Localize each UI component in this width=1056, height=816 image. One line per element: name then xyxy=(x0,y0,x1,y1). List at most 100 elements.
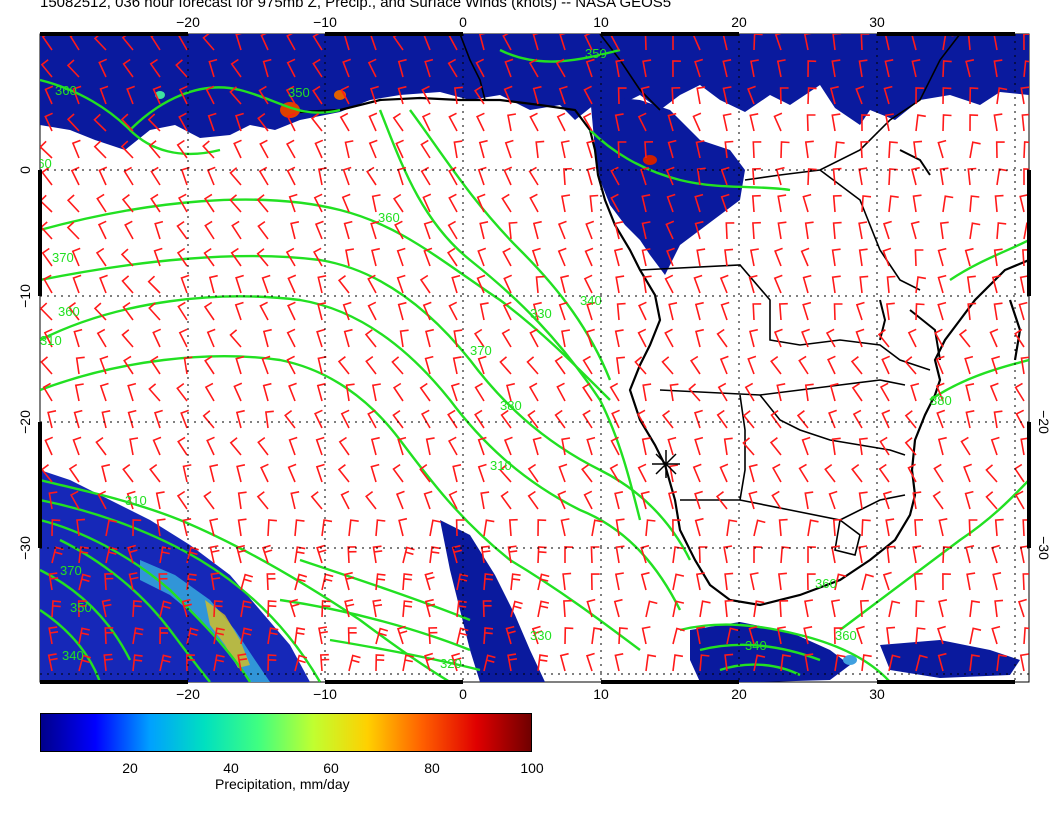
wind-barb xyxy=(642,59,652,78)
wind-barb xyxy=(473,85,485,105)
wind-barb xyxy=(855,625,865,645)
wind-barb xyxy=(609,382,620,402)
wind-barb xyxy=(774,247,783,267)
wind-barb xyxy=(804,221,814,240)
wind-barb xyxy=(479,221,489,240)
wind-barb xyxy=(692,112,702,132)
wind-barb xyxy=(500,409,512,429)
wind-barb xyxy=(337,464,350,483)
wind-barb xyxy=(312,85,323,105)
wind-barb xyxy=(850,356,863,375)
wind-barb xyxy=(392,34,404,51)
wind-barb xyxy=(159,600,172,618)
wind-barb xyxy=(257,436,269,456)
wind-barb xyxy=(584,247,594,267)
wind-barb xyxy=(993,113,1003,132)
wind-barb xyxy=(1018,301,1028,321)
wind-barb xyxy=(561,329,571,348)
precip-colorbar xyxy=(40,713,532,752)
wind-barb xyxy=(483,627,494,645)
wind-barb xyxy=(203,301,215,321)
wind-barb xyxy=(693,409,703,429)
contour-label: 310 xyxy=(490,458,512,473)
wind-barb xyxy=(672,627,685,645)
wind-barb xyxy=(121,275,134,294)
wind-barb xyxy=(585,220,595,240)
wind-barb xyxy=(314,220,324,240)
wind-barb xyxy=(969,87,979,105)
wind-barb xyxy=(936,409,946,429)
wind-barb xyxy=(969,141,981,159)
wind-barb xyxy=(994,599,1004,618)
wind-barb xyxy=(40,356,53,375)
wind-barb xyxy=(473,328,485,348)
wind-barb xyxy=(502,301,512,321)
wind-barb xyxy=(882,220,892,240)
wind-barb xyxy=(93,302,107,321)
wind-barb xyxy=(132,627,144,645)
wind-barb xyxy=(610,166,620,186)
wind-barb xyxy=(260,34,269,51)
wind-barb xyxy=(343,220,353,240)
wind-barb xyxy=(614,491,624,510)
wind-barb xyxy=(294,627,306,645)
wind-barb xyxy=(397,436,407,456)
wind-barb xyxy=(267,627,279,645)
wind-barb xyxy=(858,545,868,564)
wind-barb xyxy=(127,544,138,564)
wind-barb xyxy=(483,654,496,672)
wind-barb xyxy=(1021,113,1029,132)
wind-barb xyxy=(726,519,738,537)
wind-barb xyxy=(1014,490,1025,510)
wind-barb xyxy=(500,490,512,510)
lon-tick-label: −10 xyxy=(313,14,337,30)
wind-barb xyxy=(256,491,269,510)
wind-barb xyxy=(559,34,566,51)
wind-barb xyxy=(537,654,549,672)
wind-barb xyxy=(402,573,413,591)
wind-barb xyxy=(641,437,651,456)
wind-barb xyxy=(886,545,896,564)
wind-barb xyxy=(696,248,706,267)
wind-barb xyxy=(968,519,978,537)
wind-barb xyxy=(528,382,539,402)
wind-barb xyxy=(634,356,647,375)
wind-barb xyxy=(508,221,518,240)
wind-barb xyxy=(99,274,108,294)
wind-barb xyxy=(132,654,143,672)
wind-barb xyxy=(719,463,729,483)
wind-barb xyxy=(642,383,652,402)
wind-barb xyxy=(71,247,81,267)
wind-barb xyxy=(990,436,1000,456)
wind-barb xyxy=(803,626,813,645)
wind-barb xyxy=(395,490,405,510)
wind-barb xyxy=(932,490,944,510)
wind-barb xyxy=(150,166,161,186)
wind-barb xyxy=(560,274,569,294)
wind-barb xyxy=(176,490,188,510)
wind-barb xyxy=(904,356,917,375)
wind-barb xyxy=(375,573,386,591)
plot-title: 15082512, 036 hour forecast for 975mb Z,… xyxy=(40,0,672,11)
wind-barb xyxy=(527,490,539,510)
wind-barb xyxy=(855,301,865,321)
wind-barb xyxy=(229,194,242,213)
wind-barb xyxy=(476,274,486,294)
wind-barb xyxy=(851,382,863,402)
wind-barb xyxy=(337,275,350,294)
precip-max-congo xyxy=(643,155,657,165)
wind-barb xyxy=(661,356,674,375)
wind-barb xyxy=(780,654,791,672)
wind-barb xyxy=(181,598,192,618)
wind-barb xyxy=(995,141,1005,159)
wind-barb xyxy=(213,600,223,618)
wind-barb xyxy=(366,166,377,186)
wind-barb xyxy=(640,571,650,591)
wind-barb xyxy=(801,328,810,348)
wind-barb xyxy=(502,34,512,51)
wind-barb xyxy=(203,247,215,267)
wind-barb xyxy=(858,437,868,456)
wind-barb xyxy=(644,141,654,159)
wind-barb xyxy=(51,519,61,537)
wind-barb xyxy=(696,167,706,186)
